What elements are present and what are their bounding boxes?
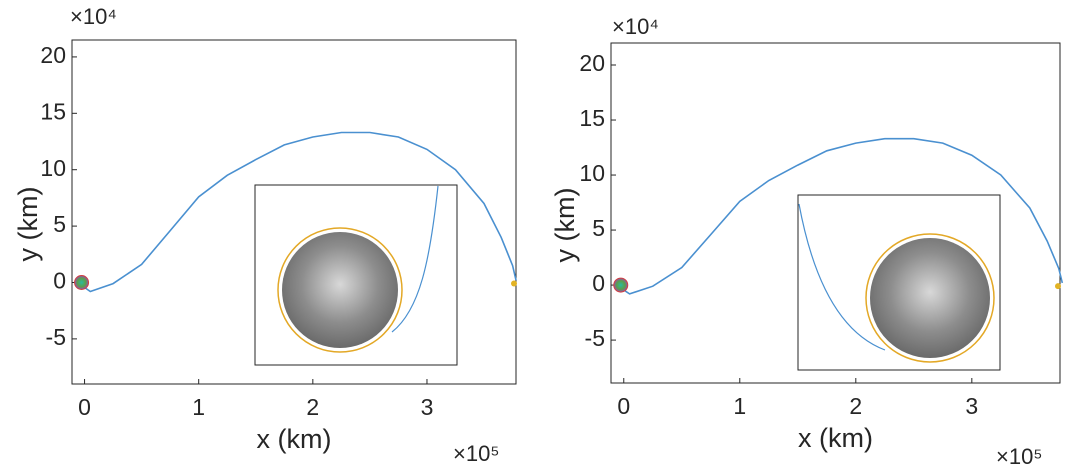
x-tick-label: 1 [192, 394, 205, 420]
y-tick-label: 5 [53, 211, 66, 237]
y-tick-label: 20 [579, 50, 605, 76]
x-tick-label: 0 [78, 394, 91, 420]
moon-image [870, 238, 990, 358]
y-axis-label: y (km) [550, 188, 580, 263]
earth-icon [613, 277, 629, 293]
y-tick-label: 10 [40, 155, 66, 181]
y-tick-label: 15 [40, 98, 66, 124]
x-axis-label: x (km) [798, 423, 873, 453]
moon-orbit-ring [277, 227, 403, 353]
moon-marker [511, 280, 517, 287]
y-tick-label: 0 [592, 270, 605, 296]
y-multiplier: ×10⁴ [612, 14, 659, 39]
y-tick-label: 0 [53, 268, 66, 294]
y-multiplier: ×10⁴ [70, 4, 117, 29]
y-tick-label: -5 [585, 325, 605, 351]
y-tick-label: 15 [579, 105, 605, 131]
y-tick-label: -5 [46, 324, 66, 350]
earth-icon [74, 274, 90, 290]
chart-panel: -5 0 5 10 15 20 0 1 2 3 x (km) y (km) ×10⁴ ×10⁵ [550, 14, 1064, 469]
x-multiplier: ×10⁵ [453, 441, 499, 466]
moon-marker [1055, 283, 1061, 290]
x-tick-label: 3 [421, 394, 434, 420]
x-tick-label: 1 [733, 393, 746, 419]
y-tick-label: 20 [40, 42, 66, 68]
x-axis-label: x (km) [257, 424, 332, 454]
y-tick-label: 10 [579, 160, 605, 186]
x-multiplier: ×10⁵ [996, 444, 1042, 469]
y-axis-label: y (km) [13, 187, 43, 262]
moon-orbit-ring [865, 233, 995, 363]
x-tick-label: 3 [965, 393, 978, 419]
inset-trajectory [798, 203, 886, 351]
x-tick-label: 2 [306, 394, 319, 420]
x-tick-label: 0 [617, 393, 630, 419]
x-tick-label: 2 [849, 393, 862, 419]
trajectory-line [620, 137, 1064, 295]
trajectory-line [81, 131, 517, 293]
y-tick-label: 5 [592, 215, 605, 241]
chart-panel: -5 0 5 10 15 20 0 1 2 3 x (km) y (km) ×10⁴ ×10⁵ [13, 4, 517, 466]
inset-trajectory [391, 185, 439, 333]
moon-image [282, 232, 398, 348]
